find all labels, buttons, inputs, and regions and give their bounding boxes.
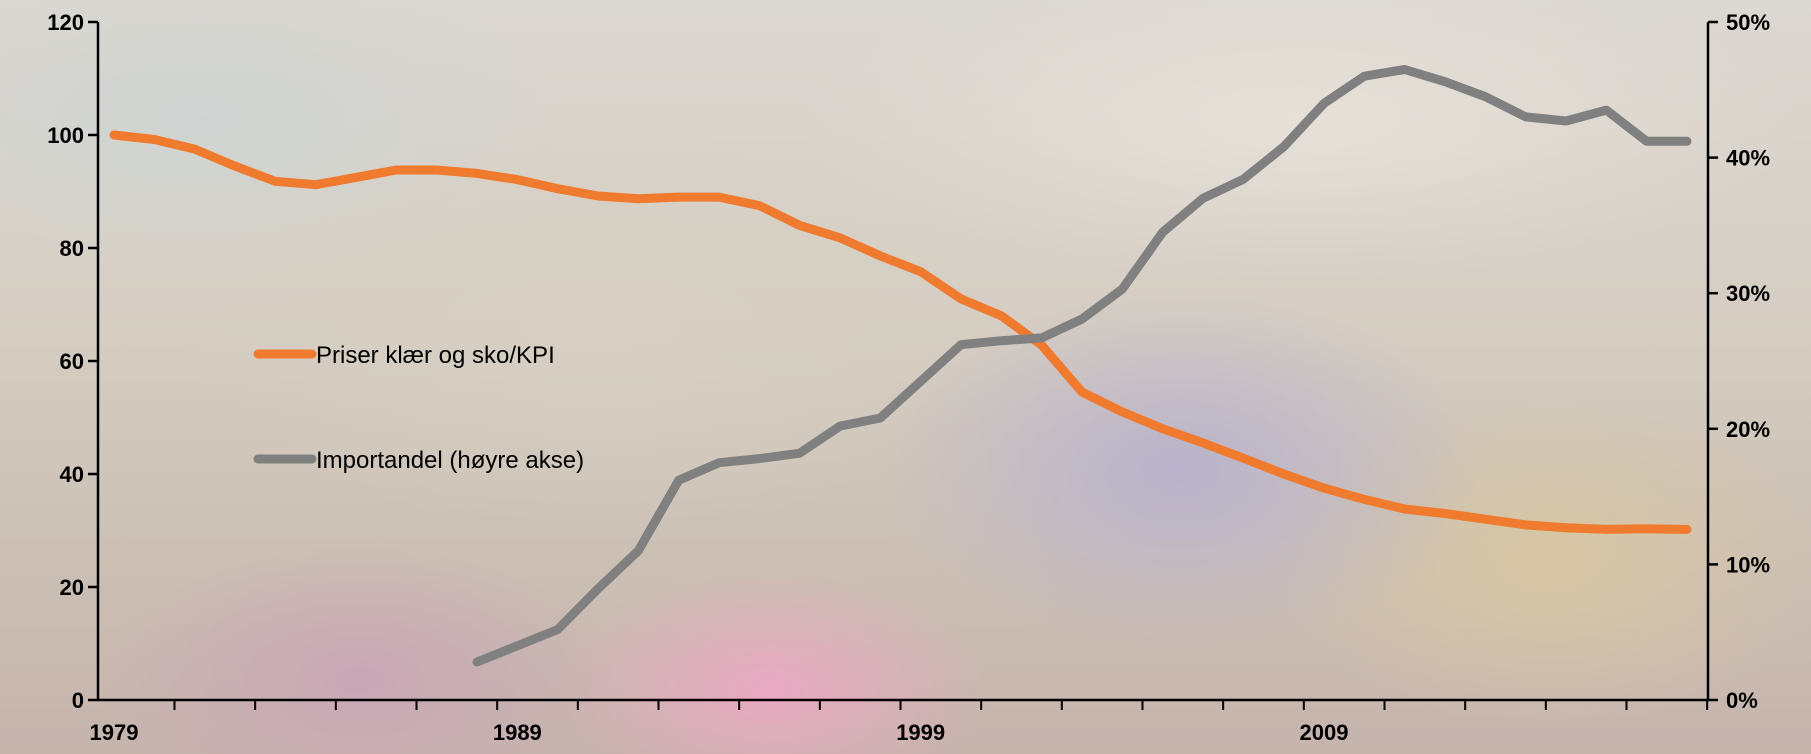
series-line-importandel — [472, 65, 1692, 667]
y-left-tick-label: 0 — [72, 688, 84, 713]
y-right-tick-label: 50% — [1726, 10, 1770, 35]
y-left-tick-label: 40 — [60, 462, 84, 487]
y-left-tick-label: 120 — [47, 10, 84, 35]
y-right-tick-label: 20% — [1726, 417, 1770, 442]
x-tick-label: 1989 — [493, 720, 542, 745]
y-right-tick-label: 0% — [1726, 688, 1758, 713]
y-left-tick-label: 80 — [60, 236, 84, 261]
x-tick-label: 1999 — [896, 720, 945, 745]
legend-label: Priser klær og sko/KPI — [316, 342, 555, 369]
legend-label: Importandel (høyre akse) — [316, 447, 584, 474]
y-right-tick-label: 30% — [1726, 281, 1770, 306]
x-tick-label: 1979 — [90, 720, 139, 745]
axes: 0 20 40 60 80 100 120 0% 10% 20% 30% 40% 50% 1979 1989… — [47, 10, 1770, 745]
series-lines — [109, 65, 1692, 667]
series-line-priser — [109, 130, 1692, 534]
x-tick-label: 2009 — [1300, 720, 1349, 745]
y-right-tick-label: 10% — [1726, 552, 1770, 577]
y-right-tick-label: 40% — [1726, 146, 1770, 171]
y-left-tick-label: 20 — [60, 575, 84, 600]
legend: Priser klær og sko/KPI Importandel (høyre… — [253, 342, 584, 474]
y-left-tick-label: 100 — [47, 123, 84, 148]
y-left-tick-label: 60 — [60, 349, 84, 374]
